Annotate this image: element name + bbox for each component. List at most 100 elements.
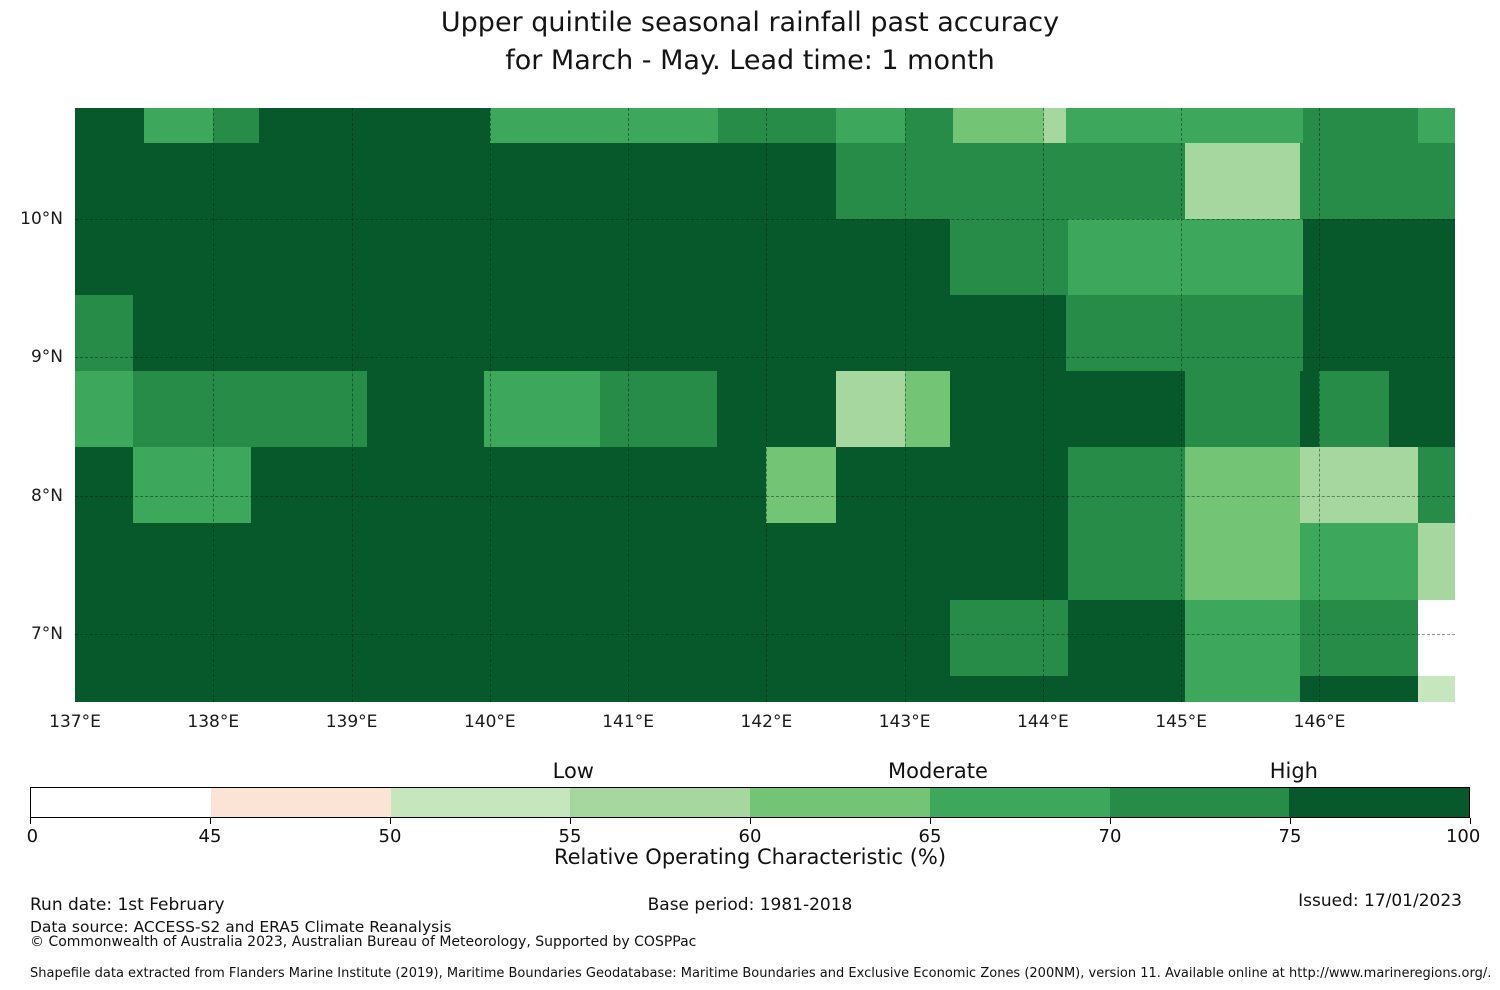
heatmap-cell	[75, 218, 951, 295]
x-axis-tick-label: 138°E	[187, 712, 240, 732]
heatmap-cell	[258, 108, 490, 143]
heatmap-cell	[75, 294, 134, 372]
colorbar-tick-mark	[210, 818, 211, 824]
heatmap-cell	[75, 142, 836, 219]
heatmap-cell	[950, 371, 1186, 448]
y-axis-tick-label: 7°N	[30, 624, 63, 645]
heatmap-cell	[75, 447, 134, 524]
heatmap-cell	[1417, 447, 1455, 524]
x-axis-tick-label: 137°E	[49, 712, 101, 732]
heatmap-cell	[75, 599, 951, 676]
heatmap-cell	[1300, 371, 1320, 448]
colorbar-segment	[750, 788, 930, 817]
heatmap-cell	[766, 447, 836, 524]
heatmap-cell	[600, 371, 717, 448]
heatmap-cell	[1417, 108, 1455, 143]
colorbar-tick-mark	[570, 818, 571, 824]
colorbar-tick-label: 65	[918, 826, 942, 847]
heatmap-cell	[366, 371, 485, 448]
heatmap-cell	[1067, 218, 1303, 295]
heatmap-cell	[133, 371, 367, 448]
colorbar-category-label: High	[1269, 759, 1318, 783]
heatmap-row	[75, 523, 1455, 600]
colorbar-tick-mark	[1470, 818, 1471, 824]
colorbar-tick-label: 70	[1098, 826, 1122, 847]
heatmap-cell	[1185, 142, 1301, 219]
colorbar: 0 45 50 55 60 65 70 75 100 Low Moderate High	[27, 759, 1481, 847]
heatmap-cell	[835, 108, 905, 143]
heatmap-cell	[1185, 523, 1301, 600]
y-axis-tick-label: 10°N	[20, 208, 63, 229]
heatmap-cell	[1044, 108, 1067, 143]
heatmap-cell	[484, 371, 601, 448]
colorbar-tick-label: 45	[198, 826, 222, 847]
heatmap-cell	[1066, 294, 1303, 372]
heatmap-row	[75, 142, 1455, 219]
colorbar-tick-label: 100	[1445, 826, 1481, 847]
heatmap-cell	[75, 371, 134, 448]
colorbar-segment	[1109, 788, 1290, 817]
heatmap-cell	[835, 447, 1068, 524]
chart-title-line2: for March - May. Lead time: 1 month	[505, 45, 995, 76]
heatmap-cell	[250, 447, 767, 524]
heatmap-cell	[1185, 371, 1301, 448]
heatmap-cell	[144, 108, 214, 143]
colorbar-segment	[929, 788, 1110, 817]
heatmap-cell	[904, 371, 951, 448]
colorbar-tick-label: 75	[1278, 826, 1302, 847]
heatmap-cell	[1319, 371, 1389, 448]
heatmap-cell	[1417, 599, 1455, 676]
colorbar-segment	[1289, 788, 1469, 817]
heatmap-row	[75, 294, 1455, 372]
colorbar-segment	[570, 788, 750, 817]
colorbar-segment	[210, 788, 391, 817]
heatmap-cell	[75, 675, 1186, 702]
colorbar-category-label: Low	[552, 759, 594, 783]
heatmap-cell	[835, 371, 905, 448]
x-axis-tick-label: 140°E	[463, 712, 516, 732]
heatmap-cell	[133, 447, 251, 524]
roc-heatmap	[75, 108, 1455, 702]
heatmap-cell	[213, 108, 259, 143]
x-axis-tick-label: 145°E	[1155, 712, 1208, 732]
heatmap-cell	[1067, 523, 1186, 600]
heatmap-cell	[1300, 447, 1418, 524]
run-date-text: Run date: 1st February	[30, 895, 225, 915]
heatmap-cell	[1417, 523, 1455, 600]
issued-date-text: Issued: 17/01/2023	[1298, 891, 1462, 911]
heatmap-row	[75, 371, 1455, 448]
base-period-text: Base period: 1981-2018	[647, 895, 853, 915]
colorbar-tick-mark	[1290, 818, 1291, 824]
heatmap-cell	[1302, 294, 1455, 372]
x-axis-tick-label: 146°E	[1293, 712, 1346, 732]
colorbar-gradient	[30, 787, 1470, 818]
data-source-text: Data source: ACCESS-S2 and ERA5 Climate …	[30, 918, 452, 936]
x-axis-tick-label: 139°E	[325, 712, 378, 732]
colorbar-segment	[390, 788, 571, 817]
heatmap-cell	[953, 108, 1045, 143]
heatmap-cell	[1066, 108, 1303, 143]
colorbar-tick-mark	[30, 818, 31, 824]
heatmap-cell	[1388, 371, 1455, 448]
y-axis-tick-label: 8°N	[30, 485, 63, 506]
heatmap-cell	[75, 108, 145, 143]
colorbar-tick-mark	[750, 818, 751, 824]
heatmap-cell	[75, 523, 1068, 600]
heatmap-cell	[716, 371, 836, 448]
heatmap-cell	[489, 108, 718, 143]
heatmap-cell	[1067, 447, 1186, 524]
x-axis-tick-label: 143°E	[878, 712, 931, 732]
heatmap-row	[75, 675, 1455, 702]
heatmap-cell	[1417, 675, 1455, 702]
heatmap-cell	[1185, 675, 1301, 702]
heatmap-cell	[950, 599, 1068, 676]
copyright-text: © Commonwealth of Australia 2023, Austra…	[30, 934, 697, 950]
heatmap-cell	[717, 108, 836, 143]
colorbar-tick-label: 50	[378, 826, 402, 847]
x-axis-tick-label: 142°E	[740, 712, 793, 732]
heatmap-cell	[1300, 675, 1418, 702]
colorbar-segment	[31, 788, 211, 817]
heatmap-row	[75, 599, 1455, 676]
heatmap-cell	[1185, 447, 1301, 524]
